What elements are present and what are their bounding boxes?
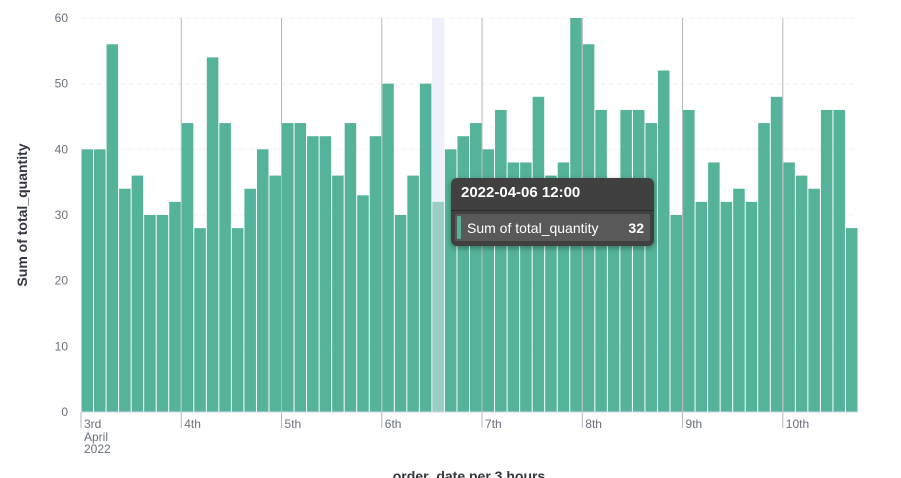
x-tick-label: 5th xyxy=(285,417,302,431)
bar[interactable] xyxy=(733,188,745,412)
bar[interactable] xyxy=(657,70,670,413)
bar[interactable] xyxy=(607,201,620,412)
bar[interactable] xyxy=(307,136,319,412)
x-tick-sublabel: April xyxy=(84,430,108,444)
bar[interactable] xyxy=(845,228,858,412)
x-tick-label: 6th xyxy=(385,417,402,431)
bar[interactable] xyxy=(144,215,156,412)
chart-tooltip: 2022-04-06 12:00 Sum of total_quantity 3… xyxy=(451,178,654,246)
bar[interactable] xyxy=(457,136,469,412)
bar[interactable] xyxy=(670,215,683,412)
x-tick-label: 7th xyxy=(485,417,502,431)
bar[interactable] xyxy=(81,149,94,413)
bar[interactable] xyxy=(194,228,206,412)
bar[interactable] xyxy=(332,175,344,412)
bar[interactable] xyxy=(595,109,607,412)
bar[interactable] xyxy=(620,109,632,412)
y-tick-label: 60 xyxy=(55,11,69,25)
bar[interactable] xyxy=(294,123,307,413)
bar[interactable] xyxy=(394,215,407,412)
x-tick-label: 8th xyxy=(585,417,602,431)
bar[interactable] xyxy=(156,215,169,412)
bar[interactable] xyxy=(382,83,394,413)
bar[interactable] xyxy=(181,123,194,413)
bar[interactable] xyxy=(282,123,294,413)
bar[interactable] xyxy=(244,188,256,412)
bar[interactable] xyxy=(482,149,495,413)
bar[interactable] xyxy=(106,44,119,413)
bar[interactable] xyxy=(770,96,783,413)
bar[interactable] xyxy=(369,136,382,412)
bar[interactable] xyxy=(495,109,507,412)
x-axis-title: order_date per 3 hours xyxy=(393,468,546,478)
bar[interactable] xyxy=(532,96,545,413)
bar[interactable] xyxy=(94,149,106,413)
bar[interactable] xyxy=(695,201,708,412)
y-axis-title: Sum of total_quantity xyxy=(14,143,30,286)
bar[interactable] xyxy=(319,136,332,412)
bar[interactable] xyxy=(407,175,419,412)
tooltip-value: 32 xyxy=(628,219,644,236)
bar[interactable] xyxy=(720,201,733,412)
y-axis: 0 10 20 30 40 50 60 xyxy=(55,11,69,419)
y-tick-label: 30 xyxy=(55,208,69,222)
bar[interactable] xyxy=(708,162,720,412)
bar[interactable] xyxy=(219,123,231,413)
bar[interactable] xyxy=(269,175,282,412)
bar[interactable] xyxy=(131,175,144,412)
bar[interactable] xyxy=(683,109,695,412)
y-tick-label: 0 xyxy=(61,405,68,419)
series-color-swatch xyxy=(457,216,461,239)
bar[interactable] xyxy=(256,149,269,413)
y-tick-label: 40 xyxy=(55,142,69,156)
bar[interactable] xyxy=(206,57,219,413)
bar[interactable] xyxy=(645,123,657,413)
x-tick-label: 4th xyxy=(184,417,201,431)
bar[interactable] xyxy=(169,201,181,412)
x-tick-label: 9th xyxy=(686,417,703,431)
bar[interactable] xyxy=(119,188,131,412)
tooltip-series-row: Sum of total_quantity 32 xyxy=(455,214,650,241)
bar[interactable] xyxy=(545,175,557,412)
bar[interactable] xyxy=(833,109,845,412)
x-tick-sublabel: 2022 xyxy=(84,442,111,456)
y-tick-label: 10 xyxy=(55,339,69,353)
tooltip-series-name: Sum of total_quantity xyxy=(467,219,599,236)
bar[interactable] xyxy=(344,123,357,413)
bar[interactable] xyxy=(632,109,645,412)
tooltip-title: 2022-04-06 12:00 xyxy=(451,178,654,211)
bar[interactable] xyxy=(758,123,770,413)
x-tick-label: 3rd xyxy=(84,417,101,431)
bar[interactable] xyxy=(820,109,833,412)
bar[interactable] xyxy=(520,162,532,412)
y-tick-label: 20 xyxy=(55,274,69,288)
bar[interactable] xyxy=(231,228,244,412)
bar[interactable] xyxy=(745,201,758,412)
x-tick-label: 10th xyxy=(786,417,809,431)
bar[interactable] xyxy=(432,201,444,412)
bar[interactable] xyxy=(783,162,795,412)
y-tick-label: 50 xyxy=(55,77,69,91)
bar[interactable] xyxy=(444,149,457,413)
bar[interactable] xyxy=(357,195,369,412)
bar[interactable] xyxy=(557,162,570,412)
bar[interactable] xyxy=(470,123,482,413)
bar[interactable] xyxy=(808,188,820,412)
bar[interactable] xyxy=(795,175,808,412)
bar[interactable] xyxy=(507,162,520,412)
chart-bars xyxy=(81,18,858,413)
bar[interactable] xyxy=(419,83,432,413)
